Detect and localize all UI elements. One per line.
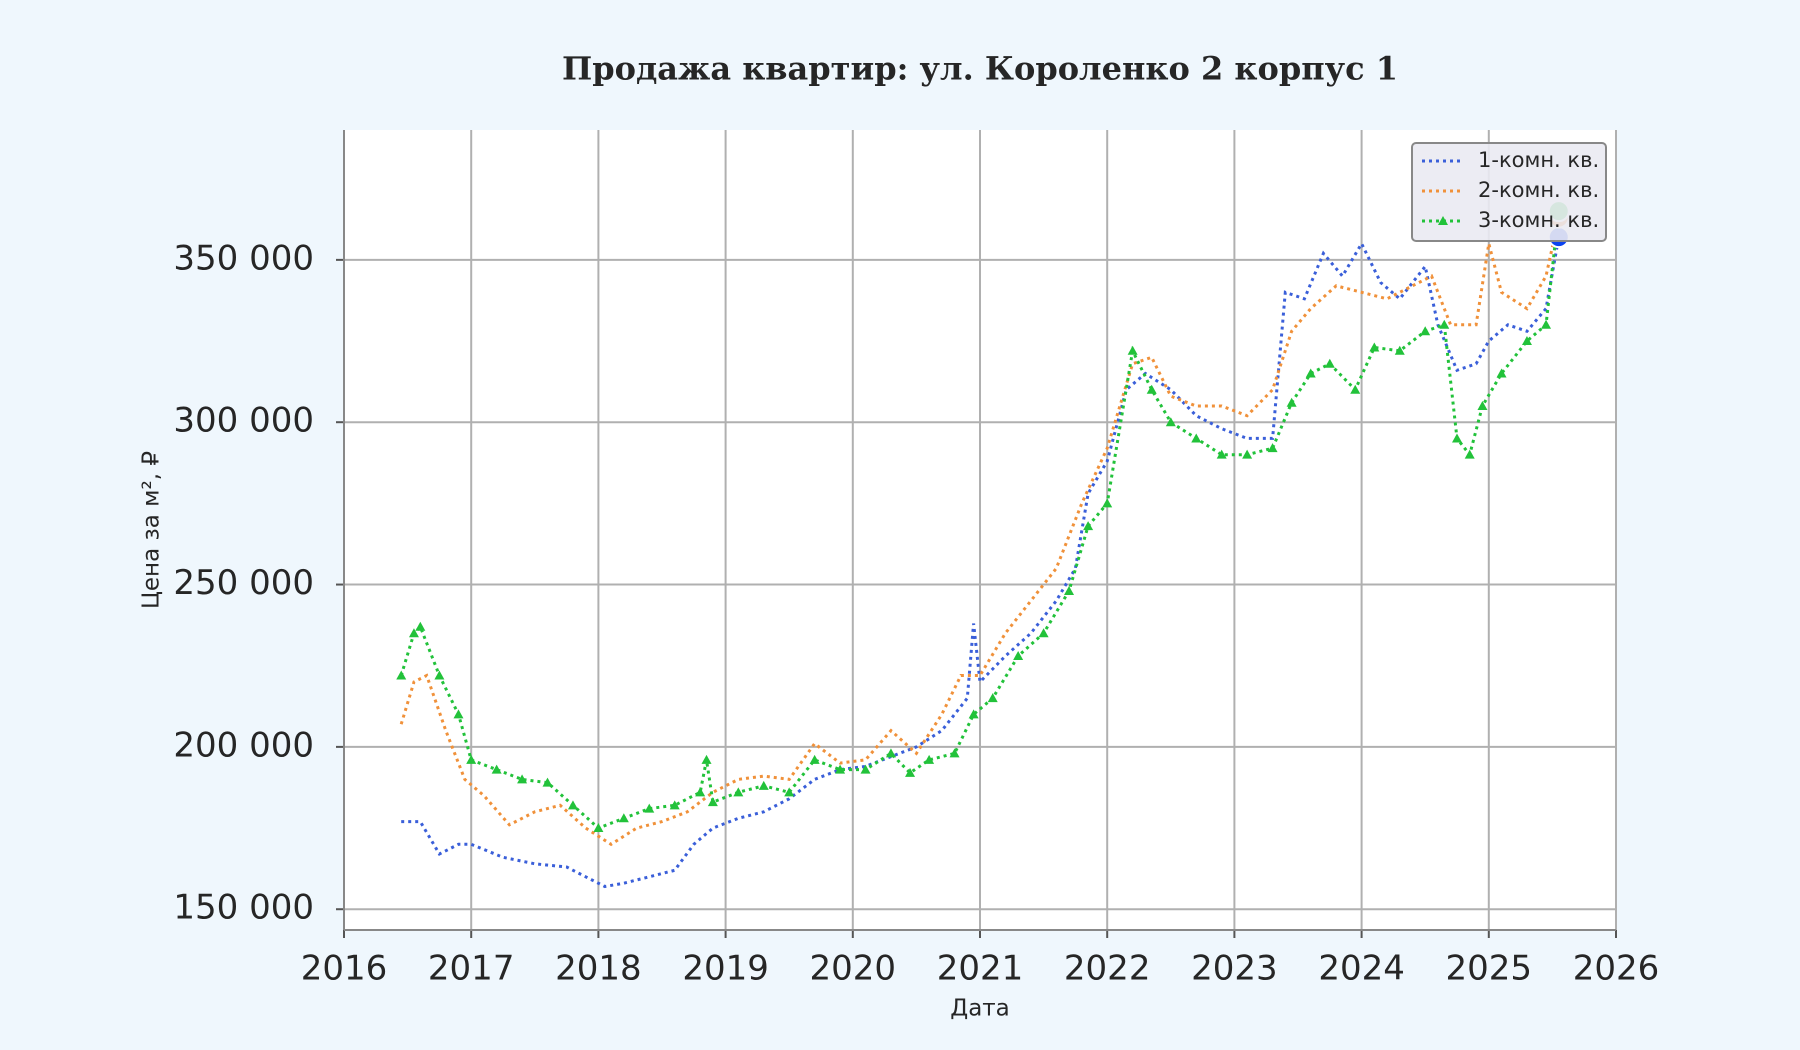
point-marker <box>1420 326 1431 336</box>
point-marker <box>1267 443 1278 453</box>
y-axis-label: Цена за м², ₽ <box>139 451 165 609</box>
point-marker <box>491 764 502 774</box>
point-marker <box>949 748 960 758</box>
x-axis-label: Дата <box>950 996 1010 1022</box>
point-marker <box>924 754 935 764</box>
point-marker <box>905 767 916 777</box>
x-tick-label: 2016 <box>301 949 388 989</box>
point-marker <box>1083 521 1094 531</box>
point-marker <box>1013 650 1024 660</box>
point-marker <box>1286 397 1297 407</box>
point-marker <box>567 800 578 810</box>
point-marker <box>1394 345 1405 355</box>
point-marker <box>784 787 795 797</box>
point-marker <box>835 764 846 774</box>
point-marker <box>1439 319 1450 329</box>
legend-label: 3-комн. кв. <box>1478 208 1599 232</box>
point-marker <box>1541 319 1552 329</box>
legend-box <box>1411 142 1607 242</box>
x-tick-label: 2021 <box>937 949 1024 989</box>
point-marker <box>1477 400 1488 410</box>
point-marker <box>1216 449 1227 459</box>
x-tick-label: 2017 <box>428 949 515 989</box>
point-marker <box>1146 384 1157 394</box>
point-marker <box>1324 358 1335 368</box>
x-tick-label: 2025 <box>1446 949 1533 989</box>
point-marker <box>669 800 680 810</box>
point-marker <box>1369 342 1380 352</box>
point-marker <box>1350 384 1361 394</box>
point-marker <box>987 693 998 703</box>
x-tick-label: 2026 <box>1573 949 1660 989</box>
point-marker <box>415 621 426 631</box>
point-marker <box>453 709 464 719</box>
point-marker <box>1521 336 1532 346</box>
y-tick-label: 150 000 <box>173 888 314 928</box>
y-tick-label: 350 000 <box>173 238 314 278</box>
point-marker <box>466 754 477 764</box>
point-marker <box>707 797 718 807</box>
point-marker <box>968 709 979 719</box>
legend-label: 2-комн. кв. <box>1478 178 1599 202</box>
legend: 1-комн. кв. 2-комн. кв. 3-комн. кв. <box>1411 142 1607 242</box>
point-marker <box>593 823 604 833</box>
point-marker <box>408 628 419 638</box>
x-tick-label: 2022 <box>1064 949 1151 989</box>
point-marker <box>1102 498 1113 508</box>
point-marker <box>1452 433 1462 443</box>
point-marker <box>644 803 655 813</box>
x-tick-label: 2023 <box>1191 949 1278 989</box>
point-marker <box>758 780 769 790</box>
point-marker <box>396 670 407 680</box>
x-tick-label: 2019 <box>682 949 769 989</box>
legend-label: 1-комн. кв. <box>1478 148 1599 172</box>
x-tick-label: 2018 <box>555 949 642 989</box>
series-line <box>399 217 1561 847</box>
point-marker <box>434 670 445 680</box>
point-marker <box>695 787 706 797</box>
legend-marker <box>1438 216 1448 225</box>
point-marker <box>1064 586 1075 596</box>
point-marker <box>618 813 629 823</box>
chart-title: Продажа квартир: ул. Короленко 2 корпус … <box>562 50 1398 88</box>
x-tick-label: 2024 <box>1318 949 1405 989</box>
point-marker <box>701 754 712 764</box>
point-marker <box>1496 368 1507 378</box>
point-marker <box>1127 345 1138 355</box>
point-marker <box>1165 417 1176 427</box>
series-line <box>401 236 1561 889</box>
point-marker <box>1464 449 1475 459</box>
point-marker <box>1191 433 1202 443</box>
point-marker <box>542 777 553 787</box>
point-marker <box>1038 628 1049 638</box>
point-marker <box>517 774 528 784</box>
point-marker <box>885 748 896 758</box>
y-tick-label: 250 000 <box>173 563 314 603</box>
point-marker <box>860 764 871 774</box>
point-marker <box>1242 449 1253 459</box>
point-marker <box>1305 368 1316 378</box>
point-marker <box>733 787 744 797</box>
x-tick-label: 2020 <box>810 949 897 989</box>
y-tick-label: 200 000 <box>173 725 314 765</box>
point-marker <box>809 754 820 764</box>
y-tick-label: 300 000 <box>173 401 314 441</box>
